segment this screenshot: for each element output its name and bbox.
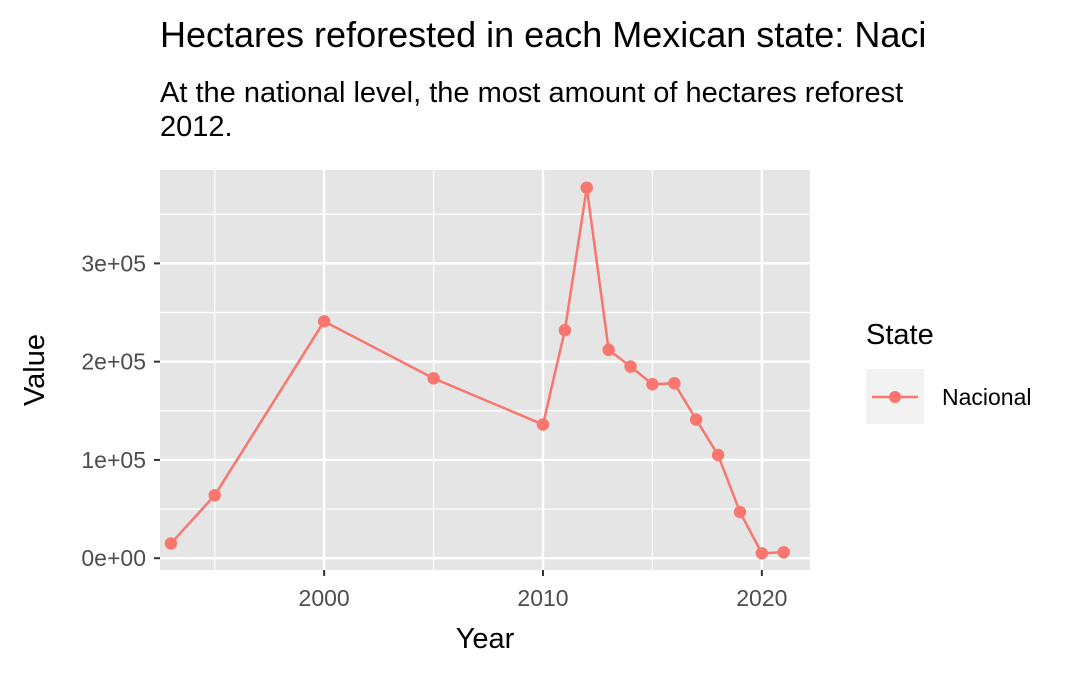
data-point (711, 448, 725, 462)
data-point (602, 343, 615, 357)
data-point (536, 418, 550, 431)
legend-label-nacional: Nacional (942, 384, 1032, 410)
y-tick-label: 2e+05 (81, 349, 146, 375)
chart-subtitle-line-1: At the national level, the most amount o… (160, 77, 904, 109)
chart-title: Hectares reforested in each Mexican stat… (160, 14, 927, 55)
data-point (208, 489, 221, 502)
grid-lines (160, 170, 810, 570)
data-point (558, 323, 572, 337)
data-point (733, 505, 747, 519)
x-tick-label: 2010 (517, 585, 568, 611)
data-point (317, 315, 331, 328)
data-point (580, 181, 593, 194)
x-tick-label: 2020 (736, 585, 787, 611)
y-axis-title: Value (19, 334, 51, 406)
data-point (164, 537, 178, 550)
plot-panel (160, 170, 810, 570)
data-point (668, 377, 681, 390)
data-point (624, 360, 637, 373)
x-tick-label: 2000 (299, 585, 350, 611)
series-layer (164, 181, 790, 560)
data-point (777, 546, 790, 559)
legend: State Nacional (866, 319, 1032, 424)
x-axis: 2000 2010 2020 (299, 570, 787, 611)
chart-subtitle-line-2: 2012. (160, 111, 233, 143)
chart-subtitle: At the national level, the most amount o… (160, 76, 1092, 144)
y-axis: 0e+00 1e+05 2e+05 3e+05 (81, 250, 160, 571)
y-tick-label: 3e+05 (81, 250, 146, 276)
series-line-nacional (170, 186, 784, 555)
data-point (427, 372, 440, 385)
data-point (689, 413, 703, 426)
legend-key-point (889, 391, 901, 403)
data-point (755, 547, 769, 560)
y-tick-label: 0e+00 (81, 545, 146, 571)
data-point (646, 378, 659, 391)
y-tick-label: 1e+05 (81, 447, 146, 473)
legend-title: State (866, 319, 934, 351)
x-axis-title: Year (456, 623, 515, 655)
